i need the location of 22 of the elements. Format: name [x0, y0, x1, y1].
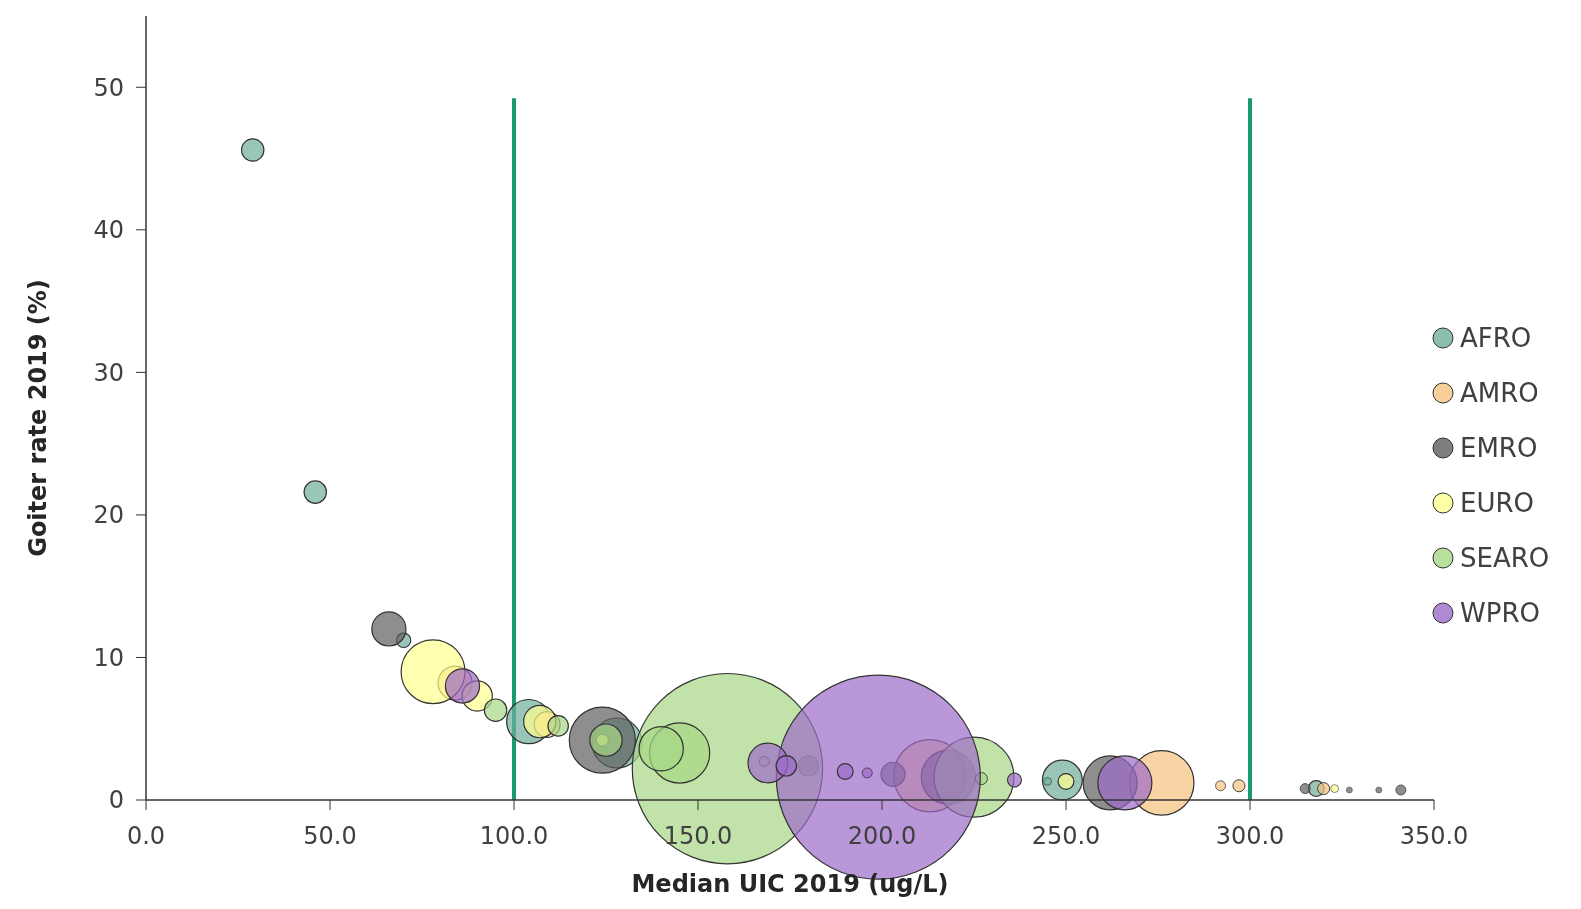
y-tick-label: 30 — [93, 358, 124, 387]
x-tick-label: 300.0 — [1215, 822, 1285, 850]
legend-label: AMRO — [1460, 378, 1539, 409]
y-tick-label: 50 — [93, 73, 124, 102]
legend-label: EURO — [1460, 488, 1534, 519]
x-tick-label: 150.0 — [663, 822, 733, 850]
x-axis-title: Median UIC 2019 (ug/L) — [631, 870, 949, 898]
y-tick-label: 20 — [93, 501, 124, 530]
x-tick-label: 200.0 — [847, 822, 917, 850]
x-tick-label: 50.0 — [303, 822, 357, 850]
legend-label: WPRO — [1460, 598, 1540, 629]
legend-label: AFRO — [1460, 323, 1532, 354]
x-tick-label: 0.0 — [126, 822, 166, 850]
legend-label: SEARO — [1460, 543, 1550, 574]
legend-label: EMRO — [1460, 433, 1538, 464]
y-tick-label: 10 — [93, 643, 124, 672]
y-tick-label: 0 — [108, 786, 124, 815]
x-tick-label: 250.0 — [1031, 822, 1101, 850]
y-tick-label: 40 — [93, 216, 124, 245]
x-tick-label: 350.0 — [1399, 822, 1469, 850]
x-tick-label: 100.0 — [479, 822, 549, 850]
y-axis-title: Goiter rate 2019 (%) — [24, 279, 52, 557]
